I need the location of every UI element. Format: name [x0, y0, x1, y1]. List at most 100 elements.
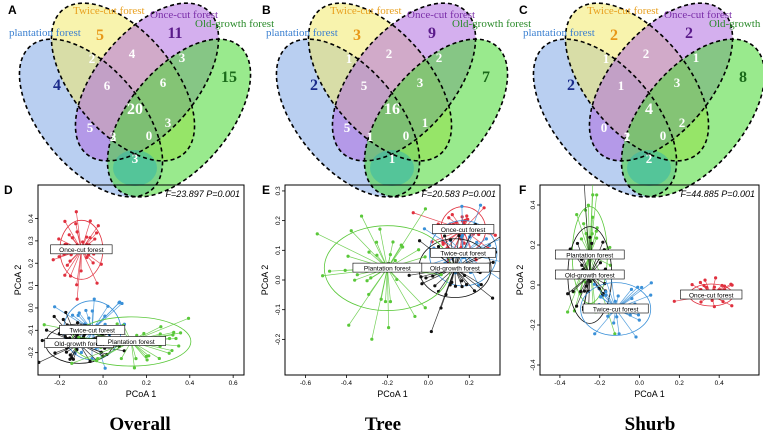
venn-set-outline-oldgrowth [620, 38, 763, 198]
sample-point [68, 353, 72, 357]
spider-line [76, 249, 82, 300]
sample-point [365, 279, 369, 283]
sample-point [601, 240, 605, 244]
sample-point [500, 260, 503, 263]
sample-point [172, 330, 176, 334]
sample-point [84, 308, 88, 313]
sample-point [721, 300, 725, 304]
group-label-text: Old-growth forest [54, 341, 104, 348]
sample-point [588, 235, 592, 239]
venn-region-pt: 2 [89, 51, 96, 66]
group-label-box [96, 336, 166, 346]
venn-region-po: 2 [646, 151, 653, 166]
sample-point [106, 304, 110, 308]
sample-point [74, 222, 78, 226]
sample-point [431, 274, 435, 278]
y-tick-label: 0.2 [28, 258, 35, 267]
venn-region-to: 2 [643, 46, 650, 61]
sample-point [411, 211, 415, 215]
sample-point [42, 323, 46, 327]
sample-point [613, 299, 617, 303]
venn-region-p: 2 [567, 77, 575, 94]
sample-point [93, 237, 97, 241]
sample-point [391, 240, 395, 244]
sample-point [575, 213, 579, 217]
venn-set-outline-once [331, 2, 477, 162]
sample-point [571, 289, 575, 294]
sample-point [582, 289, 587, 293]
spider-line [431, 268, 456, 332]
sample-point [566, 310, 570, 314]
sample-point [359, 214, 364, 218]
sample-point [612, 321, 616, 325]
sample-point [595, 193, 599, 197]
sample-point [132, 366, 137, 370]
x-tick-label: 0.4 [715, 380, 724, 387]
group-label-box [50, 244, 113, 255]
sample-point [636, 285, 640, 289]
group-label-text: Old-growth forest [565, 272, 615, 279]
sample-point [500, 234, 503, 237]
venn-region-po: 1 [389, 151, 396, 166]
y-tick-label: -0.2 [275, 333, 282, 345]
venn-panel-a: plantation forest Twice-cut forest Once-cu… [9, 2, 274, 198]
spider-line [387, 267, 426, 308]
venn-region-pto: 5 [361, 78, 368, 93]
sample-point [388, 300, 393, 304]
sample-point [76, 313, 80, 317]
venn-region-to: 2 [386, 46, 393, 61]
venn-region-p: 4 [53, 77, 61, 94]
sample-point [367, 292, 371, 297]
y-tick-label: 0.4 [530, 200, 537, 209]
sample-point [157, 356, 161, 361]
spider-line [589, 194, 594, 256]
x-axis-title: PCoA 1 [126, 389, 157, 399]
y-tick-label: 0.2 [275, 216, 282, 225]
group-label-twice-cut-forest: Twice-cut forest [59, 324, 126, 335]
pcoa-panel-e: -0.6 -0.4 -0.2 0.0 0.2 -0.2 -0.1 0.0 0.1 0.2 0.3 PC… [260, 184, 503, 399]
sample-point [367, 250, 371, 254]
venn-region-t: 5 [96, 27, 104, 44]
sample-point [88, 219, 92, 223]
venn-region-pog: 2 [624, 129, 631, 144]
sample-point [423, 306, 427, 310]
y-tick-label: 0.2 [530, 240, 537, 249]
sample-point [462, 273, 467, 278]
sample-point [158, 332, 162, 336]
spider-line [81, 249, 98, 284]
venn-label-once: Once-cut forest [664, 9, 732, 21]
sample-point [690, 283, 694, 287]
spider-line [379, 229, 388, 269]
sample-point [629, 287, 634, 291]
sample-point [449, 238, 453, 242]
venn-set-outline-plantation [532, 38, 678, 198]
plot-frame [539, 184, 760, 376]
sample-point [436, 245, 441, 249]
plot-frame [37, 184, 245, 376]
spider-line [76, 249, 82, 285]
sample-point [91, 261, 95, 265]
sample-point [119, 356, 123, 361]
x-axis-title: PCoA 1 [377, 389, 408, 399]
sample-point [378, 227, 382, 231]
sample-point [591, 181, 594, 184]
sample-point [53, 305, 57, 309]
venn-region-o: 9 [428, 25, 436, 42]
sample-point [346, 254, 350, 258]
venn-set-outline-twice [50, 2, 196, 162]
sample-point [460, 204, 464, 208]
sample-point [478, 203, 483, 207]
sample-point [135, 333, 139, 337]
spider-line [75, 211, 82, 250]
sample-point [634, 335, 638, 339]
sample-point [703, 278, 707, 282]
sample-point [63, 219, 67, 223]
venn-region-ptg: 0 [601, 120, 608, 135]
sample-point [118, 300, 122, 304]
sample-point [70, 236, 75, 240]
sample-point [712, 304, 716, 309]
sample-point [167, 336, 172, 341]
sample-point [472, 289, 477, 293]
spider-line [351, 230, 388, 269]
